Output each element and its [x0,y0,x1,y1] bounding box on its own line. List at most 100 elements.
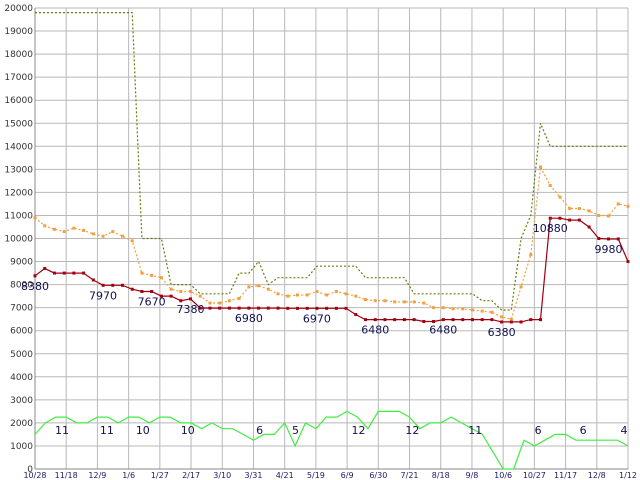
point-price_min [140,290,144,294]
x-tick-label: 6/9 [341,471,354,480]
point-price_avg [325,293,329,297]
point-price_min [597,237,601,240]
x-axis-ticks: 10/28 11/18 12/9 1/6 1/27 2/17 3/10 3/31 4/21 5/1… [23,471,637,480]
point-price_min [120,283,124,287]
point-price_min [432,319,436,323]
point-price_min [461,318,465,322]
count-label: 6 [535,424,542,437]
y-tick-label: 4000 [10,373,33,383]
point-price_avg [558,195,562,199]
point-price_avg [33,216,37,220]
point-price_min [227,306,231,310]
point-price_avg [597,213,601,217]
point-price_min [169,294,173,298]
x-tick-label: 2/17 [182,471,200,480]
point-price_avg [305,293,309,297]
y-tick-label: 5000 [10,350,33,360]
point-price_min [325,306,329,310]
series-line-count [34,410,629,470]
y-tick-label: 6000 [10,327,33,337]
point-price_min [101,283,105,287]
point-price_min [218,306,222,310]
point-price_avg [218,301,222,305]
point-price_avg [470,308,474,312]
point-price_avg [72,226,76,230]
point-price_min [315,306,319,310]
x-tick-label: 6/30 [369,471,387,480]
point-price_min [82,271,86,275]
point-price_avg [490,310,494,314]
point-price_avg [402,300,406,304]
point-price_avg [383,299,387,303]
count-label: 11 [55,424,69,437]
point-price_min [558,216,562,220]
price-min-label: 7670 [138,296,166,309]
price-min-label: 8380 [21,280,49,293]
x-tick-label: 12/9 [88,471,106,480]
point-price_avg [266,287,270,291]
series-line-price_min [34,217,629,323]
point-price_avg [539,165,543,169]
point-price_avg [247,285,251,289]
point-price_min [305,306,309,310]
x-tick-label: 10/6 [494,471,512,480]
point-price_min [189,297,193,301]
y-tick-label: 11000 [4,211,33,221]
point-price_min [383,318,387,322]
point-price_min [91,278,95,282]
point-price_min [150,290,154,294]
y-tick-label: 13000 [4,165,33,175]
point-price_min [509,320,513,324]
point-price_avg [111,230,115,234]
point-price_avg [276,292,280,296]
point-price_min [130,287,134,291]
point-price_avg [354,294,358,298]
count-label: 10 [181,424,195,437]
y-axis-ticks: 0 1000 2000 3000 4000 5000 6000 7000 8000 9000 100… [4,4,33,475]
count-label: 6 [256,424,263,437]
point-price_min [237,306,241,310]
x-tick-label: 10/28 [23,471,46,480]
price-min-label: 6480 [361,324,389,337]
point-price_min [208,306,212,310]
point-price_avg [257,284,261,288]
point-price_avg [150,273,154,277]
x-tick-label: 10/27 [523,471,546,480]
point-price_min [548,216,552,220]
point-price_avg [529,253,533,257]
point-price_avg [295,293,299,297]
point-price_avg [179,290,183,294]
y-tick-label: 17000 [4,73,33,83]
y-tick-label: 18000 [4,50,33,60]
point-price_avg [344,292,348,296]
point-price_min [441,318,445,322]
y-tick-label: 20000 [4,4,33,14]
point-price_min [500,320,504,324]
price-min-label: 7970 [89,289,117,302]
point-price_min [33,274,37,278]
point-price_avg [626,204,630,208]
x-tick-label: 11/18 [55,471,78,480]
x-tick-label: 3/10 [213,471,231,480]
count-label: 11 [468,424,482,437]
x-tick-label: 3/31 [244,471,262,480]
point-price_min [62,271,66,275]
point-price_min [179,299,183,303]
x-tick-label: 8/18 [432,471,450,480]
y-tick-label: 7000 [10,304,33,314]
point-price_min [470,318,474,322]
point-price_avg [607,214,611,218]
price-min-label: 6380 [488,326,516,339]
point-price_min [257,306,261,310]
data-labels: 8380 7970 7670 7380 6980 6970 6480 6480 6380 1088… [21,222,628,437]
x-tick-label: 1/27 [151,471,169,480]
price-min-label: 6980 [235,312,263,325]
y-tick-label: 16000 [4,96,33,106]
point-price_avg [237,296,241,300]
point-price_min [111,283,115,287]
point-price_min [72,271,76,275]
point-price_min [616,237,620,241]
x-tick-label: 4/21 [276,471,294,480]
point-price_min [43,266,47,270]
x-tick-label: 1/12 [619,471,637,480]
